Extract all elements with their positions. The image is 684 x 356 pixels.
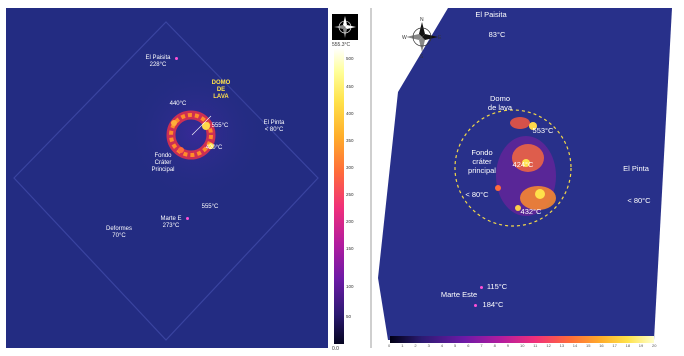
el-paisita-marker xyxy=(175,57,178,60)
right-scale-tick: 13 xyxy=(559,343,565,348)
scale-left-tick: 400 xyxy=(346,111,354,116)
right-scale-tick: 16 xyxy=(599,343,604,348)
label-domo-lava: DOMO DE LAVA xyxy=(211,80,231,100)
marte-e-marker xyxy=(186,217,189,220)
compass-right-icon: N S W E xyxy=(402,17,442,58)
right-thermal-graphics xyxy=(378,8,672,340)
scale-left-bar xyxy=(334,48,344,344)
right-label-115: 115°C xyxy=(486,282,508,291)
marte-este-marker-1 xyxy=(480,286,483,289)
scale-left-tick: 100 xyxy=(346,284,354,289)
right-label-el-pinta-temp: < 80°C xyxy=(627,196,651,205)
label-420: 420°C xyxy=(205,145,223,151)
right-label-marte-este: Marte Este xyxy=(440,290,478,299)
right-scale-tick: 4 xyxy=(440,343,444,348)
label-el-pinta: El Pinta < 80°C xyxy=(263,120,285,133)
compass-w: W xyxy=(402,35,407,41)
label-555-a: 555°C xyxy=(211,123,229,129)
compass-n: N xyxy=(420,17,424,23)
right-scale-tick: 2 xyxy=(414,343,417,348)
right-label-184: 184°C xyxy=(482,300,504,309)
label-marte-e: Marte E 273°C xyxy=(160,216,182,229)
left-color-scale: 555.3°C 500 450 400 350 300 250 200 150 … xyxy=(330,42,360,352)
label-deformes: Deformes 70°C xyxy=(105,226,132,239)
compass-e: E xyxy=(438,35,442,41)
scale-left-tick: 500 xyxy=(346,56,354,61)
right-label-80: < 80°C xyxy=(465,190,489,199)
label-fondo-crater: Fondo Cráter Principal xyxy=(151,153,175,173)
right-label-el-paisita: El Paisita xyxy=(475,10,507,19)
panel-divider xyxy=(370,8,372,348)
scale-left-tick: 350 xyxy=(346,138,354,143)
right-label-domo: Domo de lava xyxy=(487,94,513,112)
right-label-432: 432°C xyxy=(520,207,542,216)
right-scale-tick: 15 xyxy=(586,343,591,348)
right-label-83: 83°C xyxy=(488,30,506,39)
scale-left-tick: 300 xyxy=(346,165,354,170)
right-scale-tick: 14 xyxy=(572,343,578,348)
marte-este-marker-2 xyxy=(474,304,477,307)
right-scale-tick: 3 xyxy=(427,343,430,348)
right-scale-tick: 12 xyxy=(546,343,551,348)
scale-left-tick: 250 xyxy=(346,192,354,197)
scale-left-tick: 200 xyxy=(346,219,354,224)
label-555-b: 555°C xyxy=(201,204,219,210)
right-scale-tick: 7 xyxy=(480,343,483,348)
right-label-el-pinta: El Pinta xyxy=(623,164,649,173)
right-scale-tick: 0 xyxy=(388,343,391,348)
right-scale-tick: 17 xyxy=(612,343,617,348)
right-label-553: 553°C xyxy=(532,126,554,135)
left-thermal-graphics xyxy=(6,8,328,348)
right-scale-tick: 18 xyxy=(625,343,631,348)
right-scale-tick: 6 xyxy=(467,343,470,348)
right-scale-tick: 20 xyxy=(652,343,657,348)
scale-left-bottom: 0.0 xyxy=(332,346,339,352)
right-scale-tick: 19 xyxy=(638,343,644,348)
label-440: 440°C xyxy=(169,101,187,107)
right-scale-tick: 1 xyxy=(401,343,404,348)
right-scale-tick: 5 xyxy=(454,343,457,348)
compass-left-icon xyxy=(332,14,358,40)
right-scale-tick: 10 xyxy=(520,343,525,348)
right-thermal-image: El Paisita 83°C Domo de lava 553°C Fondo… xyxy=(378,8,672,348)
scale-left-tick: 50 xyxy=(346,314,352,319)
scale-left-tick: 450 xyxy=(346,84,354,89)
right-scale-tick: 8 xyxy=(493,343,496,348)
right-label-424: 424°C xyxy=(512,160,534,169)
left-thermal-image: El Paisita 228°C DOMO DE LAVA 440°C 555°… xyxy=(6,8,328,348)
right-scale-tick: 11 xyxy=(533,343,538,348)
right-label-fondo: Fondo cráter principal xyxy=(468,148,496,175)
compass-s: S xyxy=(420,54,424,58)
scale-left-tick: 150 xyxy=(346,246,354,251)
label-el-paisita: El Paisita 228°C xyxy=(145,55,171,68)
scale-left-top: 555.3°C xyxy=(332,42,351,48)
right-color-scale xyxy=(390,336,654,343)
right-scale-tick: 9 xyxy=(506,343,510,348)
